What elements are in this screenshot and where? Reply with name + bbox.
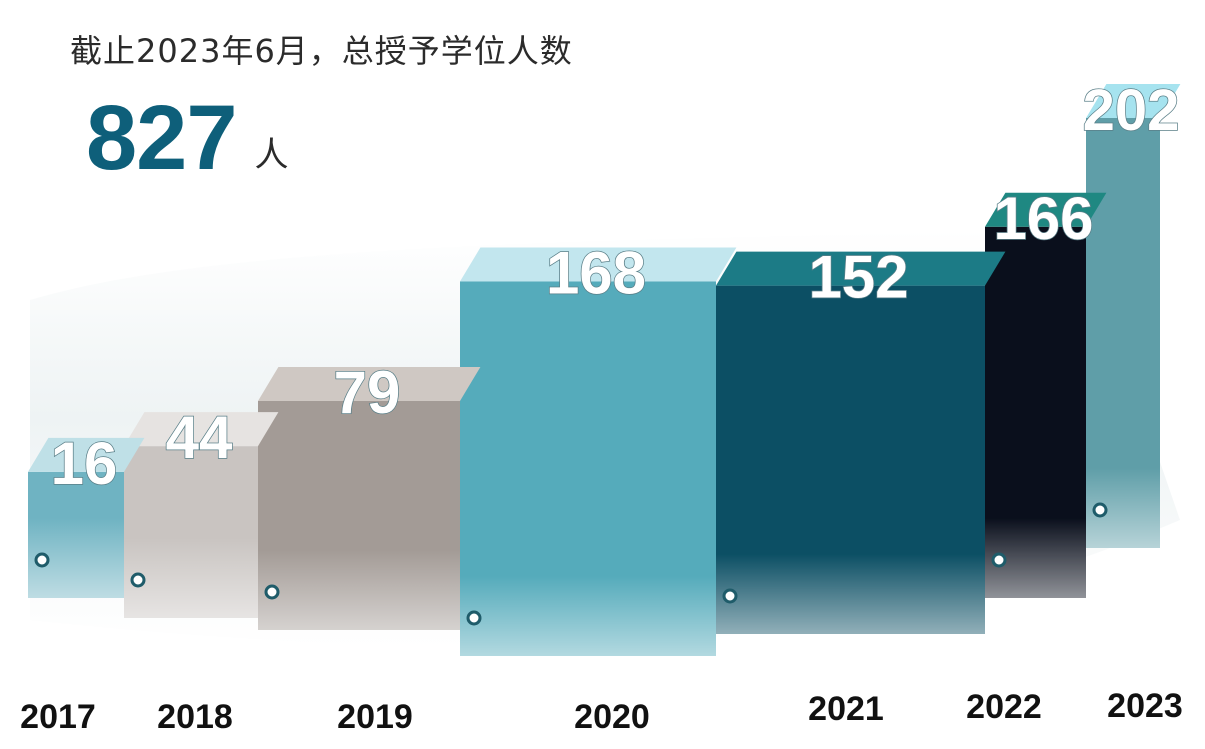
timeline-dot [264,584,280,600]
timeline-dot [34,552,50,568]
bar-top [124,412,279,447]
timeline-dot [991,552,1007,568]
value-label-2022: 166 [993,185,1093,252]
timeline-dot [1092,502,1108,518]
bar-fade [124,538,258,618]
total-value: 827 [86,87,237,189]
bar-front [985,226,1086,598]
bar-front [1086,118,1160,548]
bar-top [716,251,1006,286]
value-label-2019: 79 [334,359,401,426]
timeline-dot [466,610,482,626]
year-label-2017: 2017 [20,698,96,736]
year-label-2019: 2019 [337,698,413,736]
bar-top [1086,84,1181,118]
value-label-2023: 202 [1083,78,1180,143]
total-block: 827 人 [86,92,289,184]
bar-2019 [258,366,481,630]
year-label-2020: 2020 [574,698,650,736]
value-label-2021: 152 [808,244,908,311]
bar-top [28,437,145,472]
bar-front [716,285,985,634]
bar-2020 [460,247,737,656]
timeline-dot [722,588,738,604]
value-label-2018: 44 [166,404,233,471]
bar-top [460,247,737,282]
bar-fade [716,554,985,634]
bar-top [258,366,481,401]
year-label-2022: 2022 [966,688,1042,726]
year-label-2023: 2023 [1107,687,1183,725]
timeline-dot [130,572,146,588]
bar-2021 [716,251,1006,634]
year-label-2021: 2021 [808,690,884,728]
bar-2017 [28,437,145,598]
chart-caption: 截止2023年6月，总授予学位人数 [70,32,573,70]
value-label-2020: 168 [546,240,646,307]
bar-top [985,192,1107,227]
bar-2023 [1086,84,1181,548]
bar-front [460,281,716,656]
bar-fade [460,576,716,656]
total-unit: 人 [254,135,289,175]
value-label-2017: 16 [51,430,118,497]
bar-2018 [124,412,279,618]
year-label-2018: 2018 [157,698,233,736]
bar-2022 [985,192,1107,598]
bar-fade [258,550,460,630]
